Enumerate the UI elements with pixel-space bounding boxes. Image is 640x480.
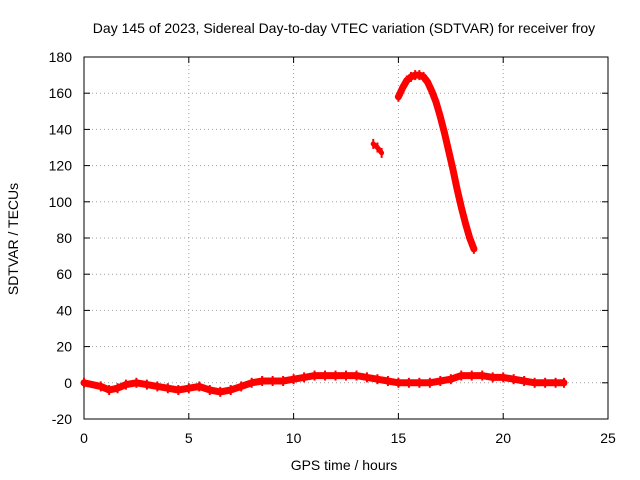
x-tick-label: 25 [600, 430, 616, 446]
y-tick-label: -20 [52, 411, 72, 427]
x-axis: 0 5 10 15 20 25 [80, 57, 616, 446]
y-tick-label: 160 [49, 85, 73, 101]
grid [84, 57, 608, 419]
chart-title: Day 145 of 2023, Sidereal Day-to-day VTE… [93, 20, 595, 36]
x-tick-label: 0 [80, 430, 88, 446]
x-axis-label: GPS time / hours [291, 457, 398, 473]
x-tick-label: 15 [391, 430, 407, 446]
y-axis: -20 0 20 40 60 80 100 120 140 160 180 [49, 49, 608, 427]
y-tick-label: 40 [56, 302, 72, 318]
x-tick-label: 5 [185, 430, 193, 446]
x-tick-label: 10 [286, 430, 302, 446]
y-tick-label: 100 [49, 194, 73, 210]
series-layer [80, 70, 568, 397]
y-tick-label: 0 [64, 375, 72, 391]
y-tick-label: 20 [56, 339, 72, 355]
x-tick-label: 20 [495, 430, 511, 446]
y-tick-label: 60 [56, 266, 72, 282]
y-tick-label: 120 [49, 158, 73, 174]
y-tick-label: 80 [56, 230, 72, 246]
y-tick-label: 180 [49, 49, 73, 65]
plot-frame [83, 56, 609, 420]
y-tick-label: 140 [49, 121, 73, 137]
y-axis-label: SDTVAR / TECUs [5, 183, 21, 295]
